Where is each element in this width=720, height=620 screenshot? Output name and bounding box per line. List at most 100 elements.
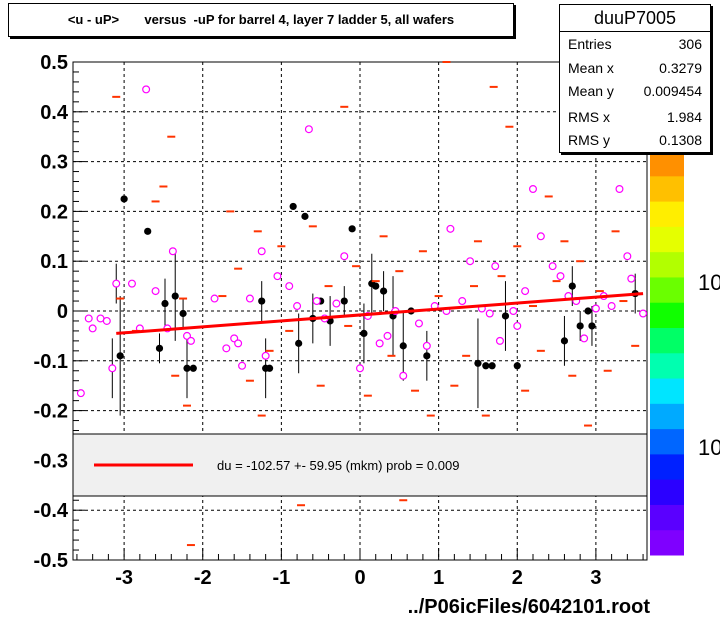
stats-row-mean-y: Mean y 0.009454	[568, 83, 702, 107]
y-tick-label: 0.1	[40, 251, 68, 273]
x-tick-label: -1	[272, 567, 290, 589]
data-point-filled	[340, 297, 348, 305]
color-scale-segment	[650, 175, 684, 202]
stats-row-rms-y: RMS y 0.1308	[568, 132, 702, 156]
data-point-open	[84, 314, 93, 323]
data-point-filled	[189, 364, 197, 372]
color-scale-segment	[650, 302, 684, 328]
stats-row-entries: Entries 306	[568, 36, 702, 60]
data-point-open	[356, 364, 365, 373]
color-scale-segment	[650, 226, 684, 253]
x-tick-label: 0	[354, 567, 365, 589]
color-scale-segment	[650, 150, 684, 177]
data-point-open	[495, 336, 504, 345]
data-point-filled	[258, 297, 266, 305]
x-tick-label: -3	[115, 567, 133, 589]
color-scale-segment	[650, 403, 684, 430]
fit-line	[116, 292, 644, 335]
file-path-footer: ../P06icFiles/6042101.root	[407, 596, 650, 618]
data-point-filled	[423, 352, 431, 360]
data-point-filled	[584, 307, 592, 315]
data-point-open	[293, 302, 302, 311]
stats-title: duuP7005	[560, 5, 710, 32]
plot-title-box: <u - uP> versus -uP for barrel 4, layer …	[8, 3, 514, 37]
color-scale-segment	[650, 504, 684, 531]
data-point-filled	[399, 342, 407, 350]
stats-value: 0.3279	[659, 60, 702, 76]
stats-label: Mean x	[568, 60, 614, 76]
fit-line-segment	[116, 292, 644, 335]
data-point-open	[168, 247, 177, 256]
stats-value: 0.1308	[659, 132, 702, 148]
color-scale-segment	[650, 251, 684, 278]
x-tick-label: 1	[433, 567, 444, 589]
data-point-filled	[379, 287, 388, 295]
data-point-open	[210, 294, 219, 303]
data-point-filled	[568, 282, 576, 290]
data-point-open	[312, 297, 321, 306]
data-point-filled	[576, 322, 584, 330]
stats-value: 0.009454	[643, 83, 702, 99]
data-point-open	[485, 309, 494, 318]
data-point-open	[607, 302, 616, 311]
data-point-filled	[265, 364, 274, 372]
axes: -0.5 -0.4 -0.3 -0.2 -0.1 0 0.1 0.2 0.3 0.4 0.5 -3 -2…	[34, 52, 648, 589]
data-point-filled	[295, 339, 303, 347]
data-point-open	[375, 339, 384, 348]
data-point-open	[304, 125, 313, 134]
data-point-open	[399, 371, 408, 380]
data-point-open	[383, 331, 392, 340]
stats-row-rms-x: RMS x 1.984	[568, 109, 702, 133]
data-point-open	[340, 252, 349, 261]
data-point-filled	[501, 312, 510, 320]
y-tick-label: -0.4	[34, 500, 69, 522]
color-scale-bar: 10 10	[650, 100, 720, 556]
data-point-open	[332, 299, 341, 308]
stats-label: RMS y	[568, 132, 610, 148]
stats-label: Mean y	[568, 83, 614, 99]
data-point-filled	[120, 195, 128, 203]
data-point-filled	[348, 225, 356, 233]
data-point-open	[513, 321, 522, 330]
data-point-open	[142, 85, 151, 94]
data-point-filled	[289, 202, 297, 211]
data-point-open	[458, 297, 467, 306]
color-scale-segment	[650, 453, 684, 480]
y-tick-label: 0.2	[40, 201, 68, 223]
data-point-open	[273, 272, 282, 281]
color-scale-segment	[650, 201, 684, 227]
data-point-open	[528, 184, 537, 193]
data-point-filled	[161, 299, 169, 308]
data-point-open	[238, 361, 247, 370]
data-point-open	[591, 304, 600, 313]
data-point-open	[627, 274, 636, 283]
data-point-filled	[474, 359, 482, 367]
data-point-open	[261, 351, 270, 360]
stats-value: 1.984	[666, 109, 702, 125]
stats-label: RMS x	[568, 109, 610, 125]
data-point-open	[548, 262, 557, 271]
y-tick-label: -0.2	[34, 401, 68, 423]
data-point-open	[556, 272, 565, 281]
y-tick-label: 0	[57, 301, 68, 323]
data-point-filled	[155, 344, 164, 352]
data-point-open	[414, 319, 423, 328]
color-scale-segment	[650, 378, 684, 404]
data-point-filled	[513, 362, 521, 370]
data-point-open	[521, 287, 530, 296]
data-point-open	[580, 334, 589, 343]
data-point-open	[623, 252, 632, 261]
color-scale-segment	[650, 352, 684, 379]
data-point-open	[257, 247, 266, 256]
data-points	[76, 61, 648, 547]
data-point-open	[127, 279, 136, 288]
stats-box: duuP7005 Entries 306 Mean x 0.3279 Mean …	[559, 4, 711, 153]
data-point-open	[76, 389, 85, 398]
y-tick-label: -0.5	[34, 550, 68, 572]
data-point-open	[222, 344, 231, 353]
color-scale-label: 10	[698, 435, 720, 460]
x-tick-label: 2	[512, 567, 523, 589]
y-tick-label: 0.4	[40, 102, 69, 124]
data-point-open	[186, 336, 195, 345]
data-point-filled	[482, 362, 490, 370]
